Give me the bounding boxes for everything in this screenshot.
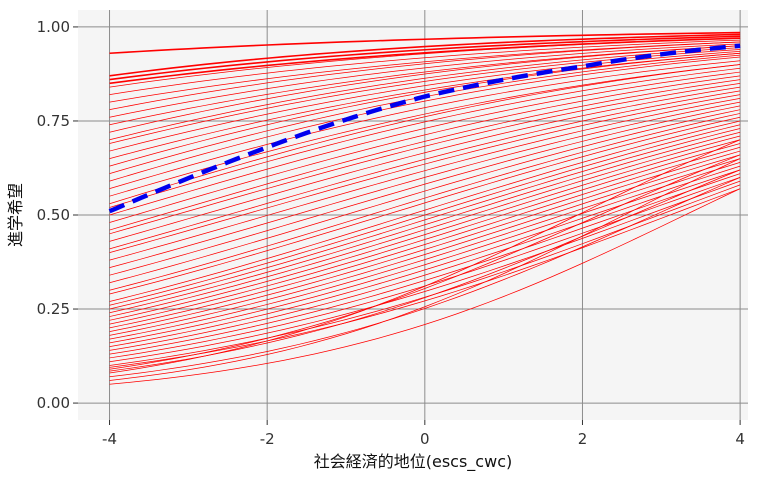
y-tick-label: 0.50 — [37, 206, 70, 224]
group-curve — [109, 37, 741, 88]
y-axis-title: 進学希望 — [6, 183, 25, 247]
group-curve — [109, 169, 741, 351]
y-tick-label: 0.25 — [37, 300, 70, 318]
group-curve — [109, 41, 741, 103]
group-curve — [109, 188, 741, 368]
group-curve — [109, 82, 741, 235]
group-curve — [109, 150, 741, 332]
x-tick-label: -4 — [102, 430, 117, 448]
group-curve — [109, 105, 741, 276]
group-curve — [109, 60, 741, 190]
group-curve — [109, 101, 741, 269]
group-curve — [109, 33, 741, 77]
group-curve — [109, 90, 741, 250]
x-tick-label: 4 — [735, 430, 745, 448]
group-curve — [109, 161, 741, 344]
group-curve — [109, 67, 741, 208]
group-curve — [109, 47, 741, 141]
group-curve — [109, 180, 741, 363]
group-curves — [109, 31, 741, 385]
group-curve — [109, 139, 741, 374]
group-curve — [109, 98, 741, 261]
y-tick-label: 0.75 — [37, 112, 70, 130]
group-curve — [109, 45, 741, 133]
group-curve — [109, 135, 741, 317]
group-curve — [109, 188, 741, 385]
group-curve — [109, 86, 741, 242]
group-curve — [109, 49, 741, 144]
group-curve — [109, 165, 741, 348]
group-curve — [109, 158, 741, 381]
group-curve — [109, 75, 741, 223]
group-curve — [109, 43, 741, 118]
x-tick-label: -2 — [260, 430, 275, 448]
group-curve — [109, 143, 741, 325]
axis-ticks — [73, 26, 741, 425]
group-curve — [109, 116, 741, 295]
y-tick-label: 1.00 — [37, 18, 70, 36]
group-curve — [109, 158, 741, 340]
group-curve — [109, 56, 741, 182]
group-curve — [109, 79, 741, 231]
group-curve — [109, 31, 741, 55]
x-tick-label: 0 — [420, 430, 430, 448]
x-tick-label: 2 — [578, 430, 588, 448]
group-curve — [109, 41, 741, 111]
group-curve — [109, 113, 741, 291]
group-curve — [109, 52, 741, 167]
group-curve — [109, 120, 741, 302]
group-curve — [109, 39, 741, 96]
y-tick-label: 0.00 — [37, 394, 70, 412]
group-curve — [109, 52, 741, 159]
group-curve — [109, 131, 741, 314]
group-curve — [109, 177, 741, 378]
group-curve — [109, 139, 741, 321]
x-axis-title: 社会経済的地位(escs_cwc) — [314, 452, 512, 472]
group-curve — [109, 35, 741, 81]
y-tick-labels: 0.00 0.25 0.50 0.75 1.00 — [37, 18, 70, 412]
group-curve — [109, 154, 741, 370]
average-curve — [108, 43, 741, 214]
group-curve — [109, 51, 741, 152]
group-curve — [109, 109, 741, 284]
group-curve — [109, 124, 741, 306]
group-curve — [109, 71, 741, 216]
group-curve — [109, 45, 741, 126]
group-curve — [109, 128, 741, 310]
group-curve — [109, 94, 741, 253]
group-curve — [109, 64, 741, 205]
x-tick-labels: -4 -2 0 2 4 — [102, 430, 745, 448]
group-curve — [109, 146, 741, 329]
